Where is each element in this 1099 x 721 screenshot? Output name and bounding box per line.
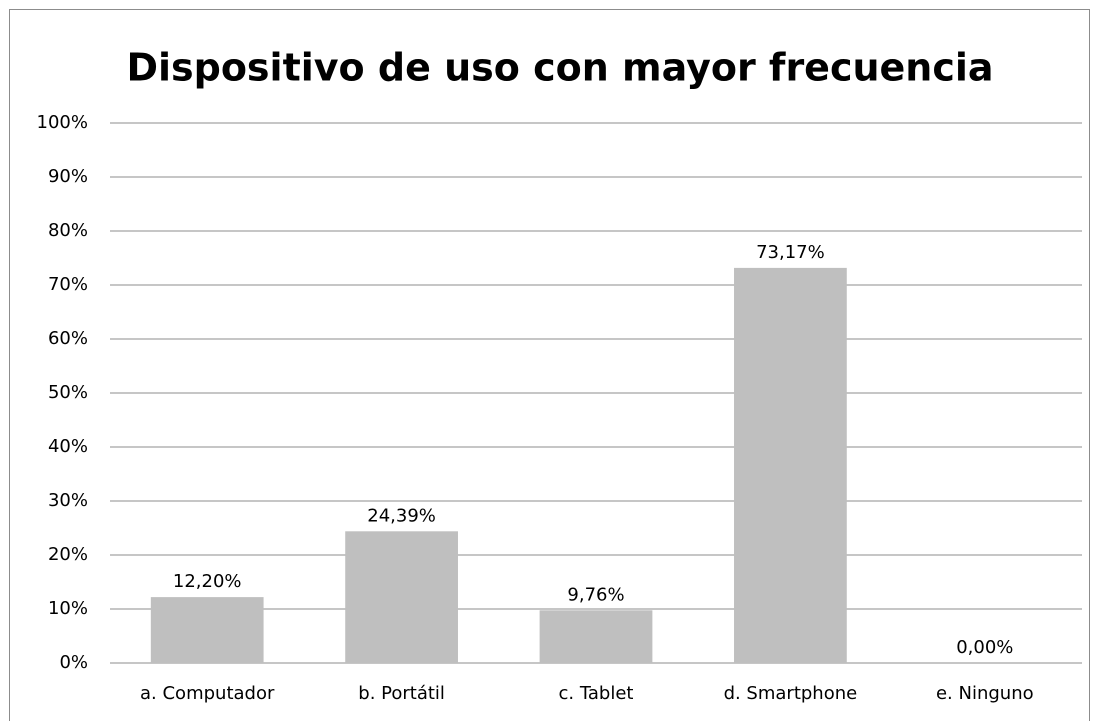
y-tick-label: 80%	[48, 220, 88, 241]
y-tick-label: 70%	[48, 274, 88, 295]
data-label: 0,00%	[956, 637, 1013, 658]
data-label: 12,20%	[173, 571, 242, 592]
x-tick-label: d. Smartphone	[724, 683, 858, 704]
data-label: 9,76%	[567, 584, 624, 605]
bar	[734, 267, 847, 663]
y-tick-label: 10%	[48, 598, 88, 619]
bar	[150, 597, 264, 663]
data-label: 73,17%	[756, 242, 825, 263]
x-tick-label: c. Tablet	[559, 683, 634, 704]
chart-title: Dispositivo de uso con mayor frecuencia	[126, 46, 993, 90]
data-label: 24,39%	[367, 505, 436, 526]
y-tick-label: 90%	[48, 166, 88, 187]
x-tick-label: e. Ninguno	[936, 683, 1034, 704]
x-tick-label: b. Portátil	[358, 683, 445, 704]
y-tick-label: 20%	[48, 544, 88, 565]
y-tick-label: 0%	[59, 652, 88, 673]
x-tick-label: a. Computador	[140, 683, 275, 704]
y-tick-label: 40%	[48, 436, 88, 457]
y-tick-label: 30%	[48, 490, 88, 511]
bar	[345, 531, 458, 663]
y-tick-label: 100%	[37, 112, 88, 133]
bar	[539, 610, 653, 663]
y-tick-label: 60%	[48, 328, 88, 349]
y-tick-label: 50%	[48, 382, 88, 403]
